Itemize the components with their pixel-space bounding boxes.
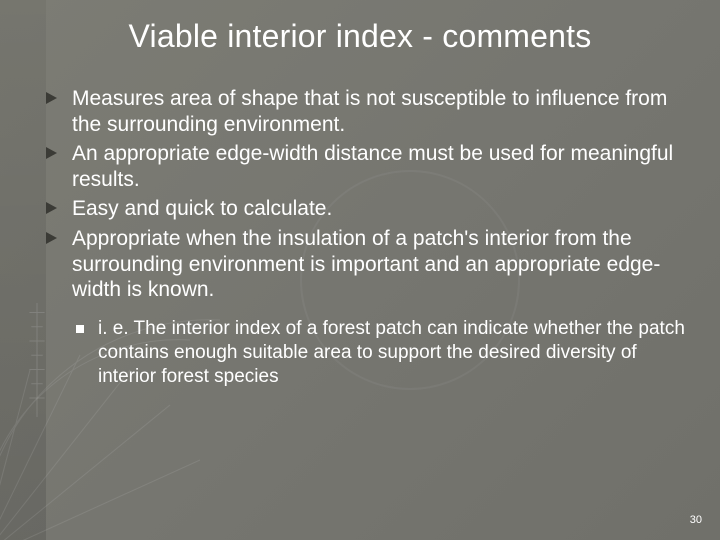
sub-bullet-list: i. e. The interior index of a forest pat… — [76, 317, 688, 389]
bullet-text: Appropriate when the insulation of a pat… — [72, 227, 660, 301]
bullet-text: An appropriate edge-width distance must … — [72, 142, 673, 191]
triangle-bullet-icon — [46, 232, 57, 244]
sub-bullet-text: i. e. The interior index of a forest pat… — [98, 318, 685, 387]
triangle-bullet-icon — [46, 92, 57, 104]
slide-title: Viable interior index - comments — [0, 18, 720, 55]
triangle-bullet-icon — [46, 202, 57, 214]
slide-content: Measures area of shape that is not susce… — [46, 86, 688, 389]
triangle-bullet-icon — [46, 147, 57, 159]
main-bullet-list: Measures area of shape that is not susce… — [46, 86, 688, 303]
list-item: Appropriate when the insulation of a pat… — [46, 226, 688, 303]
page-number: 30 — [690, 514, 702, 526]
list-item: An appropriate edge-width distance must … — [46, 141, 688, 192]
slide: Viable interior index - comments Measure… — [0, 0, 720, 540]
bullet-text: Measures area of shape that is not susce… — [72, 87, 667, 136]
square-bullet-icon — [76, 325, 84, 333]
list-item: Easy and quick to calculate. — [46, 196, 688, 222]
bullet-text: Easy and quick to calculate. — [72, 197, 332, 220]
list-item: Measures area of shape that is not susce… — [46, 86, 688, 137]
list-item: i. e. The interior index of a forest pat… — [76, 317, 688, 389]
